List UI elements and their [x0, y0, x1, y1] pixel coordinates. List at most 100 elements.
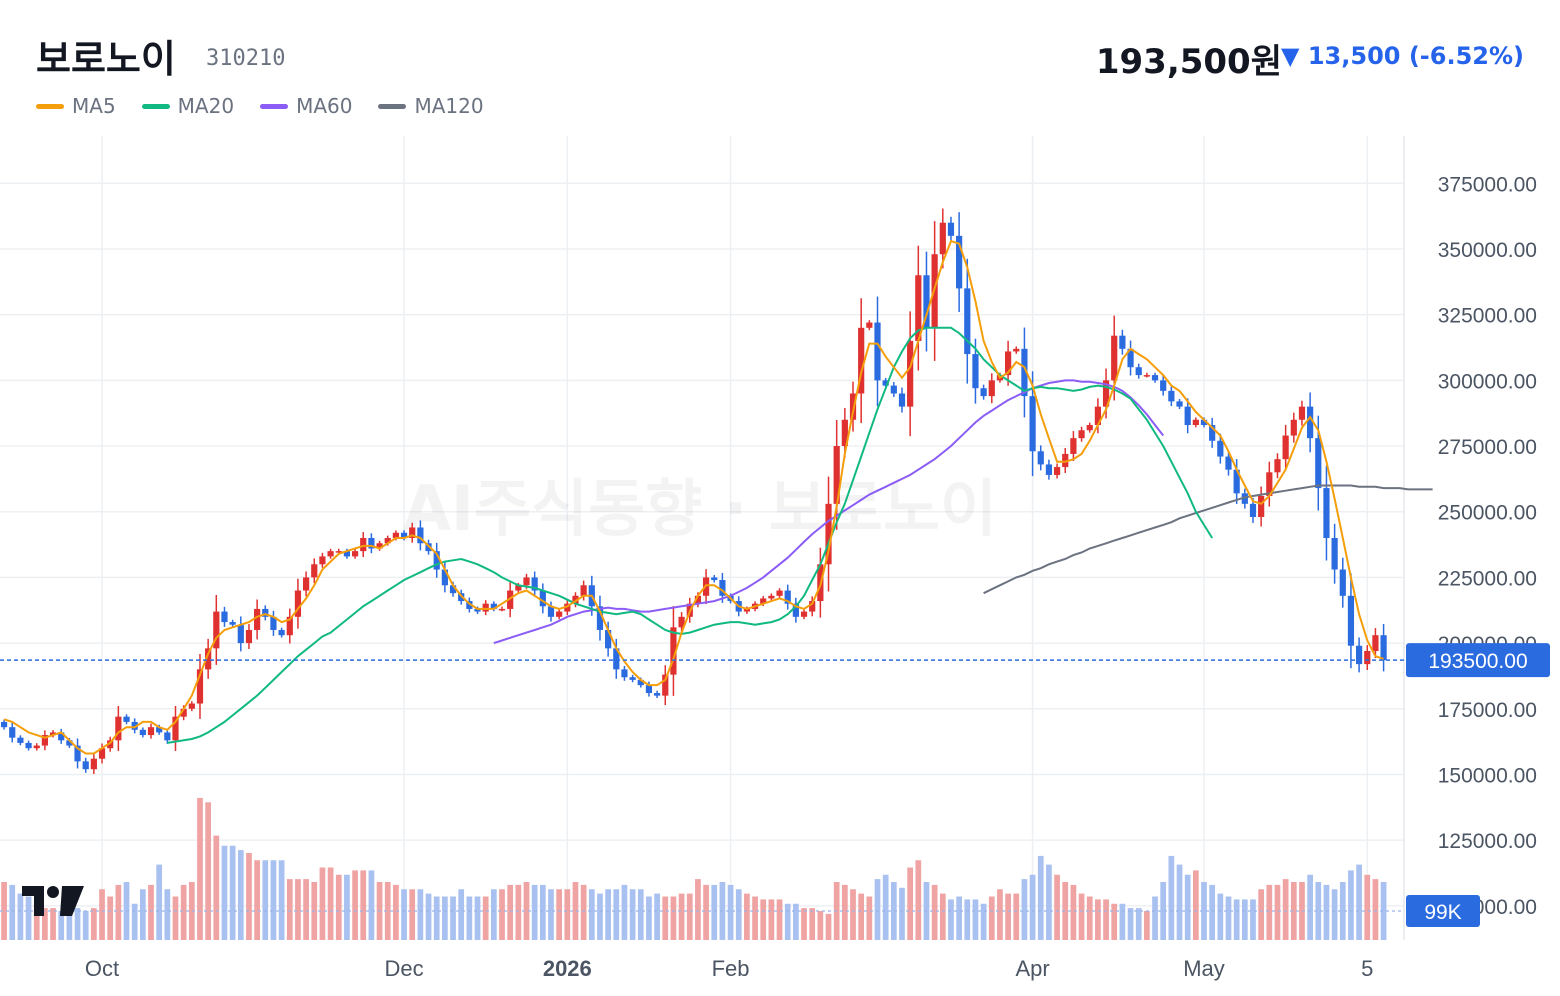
candle-body	[866, 322, 873, 328]
volume-bar	[482, 896, 489, 940]
volume-bar	[752, 896, 758, 940]
y-tick-label: 175000.00	[1438, 699, 1537, 722]
candle-body	[670, 627, 677, 675]
volume-bar	[507, 884, 514, 940]
candle-body	[172, 716, 179, 741]
candle-body	[1021, 348, 1028, 397]
chart-header: 보로노이 310210 193,500원 ▼ 13,500 (-6.52%) M…	[0, 0, 1560, 130]
legend-swatch	[141, 103, 170, 109]
candle-body	[1258, 495, 1265, 517]
candle-body	[907, 340, 914, 407]
volume-bar	[344, 874, 350, 940]
volume-bar	[548, 889, 554, 940]
x-tick-label: Oct	[85, 956, 119, 981]
volume-bar	[229, 845, 236, 940]
volume-bar	[1160, 882, 1167, 940]
volume-bar	[433, 896, 440, 940]
volume-bar	[678, 893, 685, 940]
volume-bar	[1095, 899, 1101, 940]
volume-bar	[727, 884, 734, 940]
volume-bar	[931, 884, 938, 940]
y-tick-label: 250000.00	[1438, 502, 1537, 525]
candle-body	[262, 608, 269, 617]
volume-bar	[401, 889, 407, 940]
candle-body	[605, 629, 612, 649]
candle-body	[621, 669, 628, 678]
legend-ma60[interactable]: MA60	[260, 94, 352, 118]
candle-body	[1331, 538, 1338, 570]
volume-bar	[33, 903, 40, 940]
candle-body	[1380, 635, 1387, 661]
volume-bar	[629, 889, 636, 940]
candle-body	[523, 577, 530, 586]
volume-bar	[466, 896, 473, 940]
volume-bar	[744, 893, 750, 940]
volume-bar	[1070, 884, 1077, 940]
candle-body	[351, 551, 359, 557]
volume-bar	[735, 889, 742, 940]
y-tick-label: 350000.00	[1438, 239, 1537, 262]
x-tick-label: May	[1183, 956, 1225, 981]
legend-label: MA5	[72, 94, 116, 118]
volume-bar	[858, 893, 865, 940]
volume-bar	[450, 896, 456, 940]
volume-bar	[1217, 893, 1224, 940]
volume-bar	[605, 889, 611, 940]
volume-bar	[988, 896, 995, 940]
x-tick-label: Feb	[712, 956, 750, 981]
volume-bar	[107, 896, 114, 940]
candle-body	[1078, 430, 1085, 439]
volume-bar	[148, 884, 154, 940]
candle-body	[1241, 493, 1248, 504]
candle-body	[939, 222, 946, 255]
candle-body	[490, 603, 497, 609]
legend-ma5[interactable]: MA5	[36, 94, 116, 118]
candle-body	[637, 679, 644, 686]
legend-label: MA20	[177, 94, 235, 118]
price-change: ▼ 13,500 (-6.52%)	[1281, 42, 1524, 70]
volume-bar	[91, 908, 97, 940]
volume-bar	[303, 879, 309, 940]
candle-body	[1315, 438, 1322, 489]
candle-body	[1184, 406, 1191, 426]
volume-bar	[82, 911, 89, 940]
volume-bar	[156, 864, 163, 940]
volume-bar	[1127, 908, 1134, 940]
candle-body	[743, 608, 750, 612]
volume-bar	[1356, 864, 1362, 940]
candle-body	[564, 603, 571, 612]
stock-name: 보로노이	[36, 37, 176, 81]
candle-body	[849, 393, 857, 420]
volume-bar	[213, 835, 220, 940]
volume-bar	[237, 850, 244, 940]
legend-ma20[interactable]: MA20	[141, 94, 235, 118]
volume-bar	[474, 896, 481, 940]
y-tick-label: 325000.00	[1438, 305, 1537, 328]
y-axis: 375000.00 350000.00 325000.00 300000.00 2750…	[1438, 173, 1537, 919]
volume-bar	[760, 899, 767, 940]
volume-bar	[368, 870, 375, 940]
volume-bar	[1323, 884, 1330, 940]
candle-body	[1037, 451, 1044, 465]
y-tick-label: 225000.00	[1438, 567, 1537, 590]
volume-bar	[1062, 882, 1069, 940]
volume-bar	[295, 879, 301, 940]
volume-bar	[939, 893, 946, 940]
volume-bar	[621, 884, 628, 940]
candle-body	[311, 564, 318, 578]
candle-body	[9, 727, 16, 738]
candle-body	[327, 551, 334, 557]
volume-bar	[613, 889, 620, 940]
volume-bar	[1233, 899, 1240, 940]
volume-bar	[825, 913, 832, 940]
candle-body	[1143, 375, 1150, 377]
candle-body	[988, 380, 995, 397]
candle-body	[613, 648, 620, 670]
volume-bar	[1331, 889, 1338, 940]
volume-bars	[1, 797, 1387, 940]
candle-body	[417, 527, 424, 544]
legend-ma120[interactable]: MA120	[378, 94, 484, 118]
volume-bar	[564, 889, 571, 940]
candle-body	[1209, 425, 1216, 441]
